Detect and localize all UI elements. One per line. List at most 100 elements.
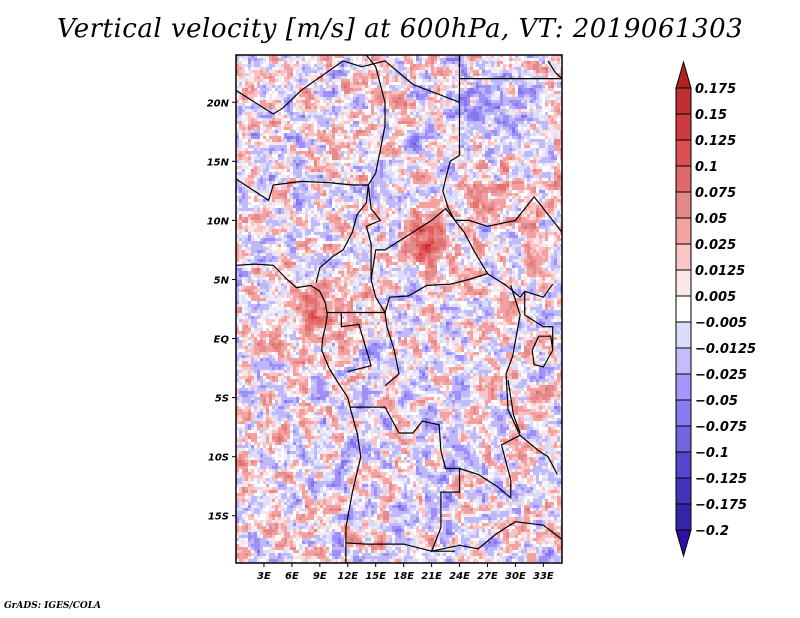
field-cell [305, 175, 308, 178]
field-cell [254, 133, 257, 136]
field-cell [545, 79, 548, 82]
field-cell [479, 187, 482, 190]
field-cell [488, 112, 491, 115]
field-cell [323, 196, 326, 199]
field-cell [293, 202, 296, 205]
field-cell [536, 82, 539, 85]
field-cell [536, 151, 539, 154]
field-cell [518, 67, 521, 70]
field-cell [347, 112, 350, 115]
field-cell [485, 121, 488, 124]
field-cell [536, 94, 539, 97]
field-cell [464, 130, 467, 133]
field-cell [371, 109, 374, 112]
field-cell [353, 178, 356, 181]
field-cell [422, 100, 425, 103]
field-cell [512, 94, 515, 97]
field-cell [506, 175, 509, 178]
field-cell [362, 82, 365, 85]
field-cell [461, 163, 464, 166]
field-cell [290, 190, 293, 193]
field-cell [515, 169, 518, 172]
field-cell [359, 73, 362, 76]
field-cell [530, 163, 533, 166]
field-cell [488, 175, 491, 178]
field-cell [350, 172, 353, 175]
field-cell [263, 97, 266, 100]
field-cell [347, 178, 350, 181]
field-cell [551, 199, 554, 202]
field-cell [296, 202, 299, 205]
field-cell [368, 160, 371, 163]
field-cell [380, 70, 383, 73]
field-cell [401, 106, 404, 109]
field-cell [485, 130, 488, 133]
field-cell [260, 64, 263, 67]
field-cell [383, 184, 386, 187]
field-cell [275, 175, 278, 178]
field-cell [551, 64, 554, 67]
field-cell [293, 94, 296, 97]
field-cell [494, 190, 497, 193]
field-cell [398, 157, 401, 160]
field-cell [425, 127, 428, 130]
field-cell [449, 103, 452, 106]
field-cell [377, 64, 380, 67]
field-cell [479, 130, 482, 133]
field-cell [428, 142, 431, 145]
field-cell [521, 169, 524, 172]
field-cell [467, 187, 470, 190]
field-cell [236, 199, 239, 202]
field-cell [470, 127, 473, 130]
field-cell [338, 193, 341, 196]
field-cell [440, 190, 443, 193]
field-cell [515, 94, 518, 97]
field-cell [404, 199, 407, 202]
field-cell [539, 181, 542, 184]
field-cell [359, 160, 362, 163]
field-cell [380, 136, 383, 139]
field-cell [419, 121, 422, 124]
field-cell [557, 67, 560, 70]
field-cell [278, 124, 281, 127]
field-cell [281, 67, 284, 70]
field-cell [314, 64, 317, 67]
field-cell [413, 133, 416, 136]
field-cell [467, 139, 470, 142]
field-cell [557, 172, 560, 175]
field-cell [359, 112, 362, 115]
field-cell [473, 172, 476, 175]
field-cell [389, 112, 392, 115]
field-cell [353, 130, 356, 133]
field-cell [407, 91, 410, 94]
field-cell [470, 109, 473, 112]
field-cell [539, 85, 542, 88]
field-cell [401, 175, 404, 178]
field-cell [392, 100, 395, 103]
field-cell [314, 55, 317, 58]
field-cell [512, 118, 515, 121]
field-cell [290, 163, 293, 166]
field-cell [305, 73, 308, 76]
field-cell [404, 85, 407, 88]
field-cell [434, 61, 437, 64]
field-cell [314, 67, 317, 70]
field-cell [239, 172, 242, 175]
field-cell [512, 202, 515, 205]
field-cell [530, 178, 533, 181]
field-cell [467, 190, 470, 193]
field-cell [485, 193, 488, 196]
field-cell [560, 97, 562, 100]
field-cell [347, 163, 350, 166]
field-cell [386, 64, 389, 67]
field-cell [320, 91, 323, 94]
field-cell [488, 133, 491, 136]
field-cell [533, 181, 536, 184]
field-cell [302, 190, 305, 193]
field-cell [326, 136, 329, 139]
field-cell [521, 97, 524, 100]
field-cell [371, 127, 374, 130]
field-cell [302, 121, 305, 124]
field-cell [374, 88, 377, 91]
field-cell [377, 130, 380, 133]
